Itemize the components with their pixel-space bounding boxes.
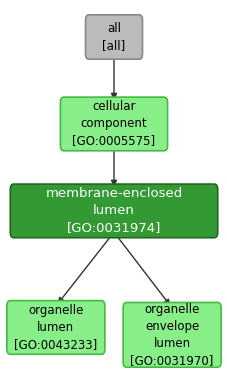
FancyBboxPatch shape (123, 303, 220, 367)
Text: organelle
envelope
lumen
[GO:0031970]: organelle envelope lumen [GO:0031970] (130, 303, 213, 367)
FancyBboxPatch shape (85, 15, 142, 59)
Text: membrane-enclosed
lumen
[GO:0031974]: membrane-enclosed lumen [GO:0031974] (45, 187, 182, 235)
FancyBboxPatch shape (7, 300, 104, 354)
Text: cellular
component
[GO:0005575]: cellular component [GO:0005575] (72, 100, 155, 148)
Text: organelle
lumen
[GO:0043233]: organelle lumen [GO:0043233] (14, 304, 97, 351)
FancyBboxPatch shape (10, 184, 217, 238)
FancyBboxPatch shape (60, 97, 167, 151)
Text: all
[all]: all [all] (102, 22, 125, 52)
